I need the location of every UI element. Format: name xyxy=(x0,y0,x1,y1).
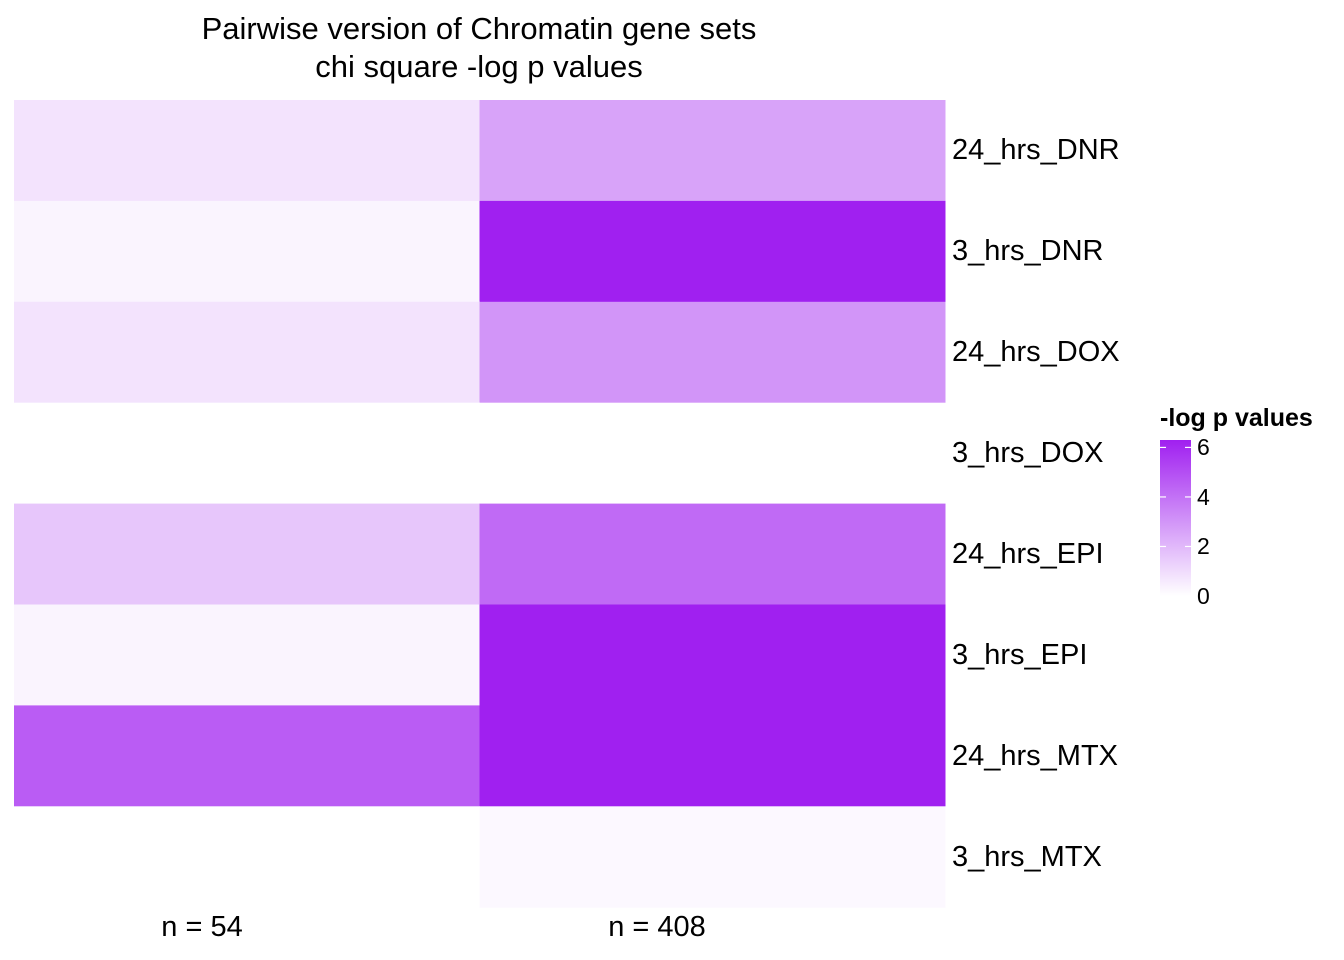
row-label: 24_hrs_DNR xyxy=(952,134,1120,167)
legend-tick-label: 6 xyxy=(1197,434,1210,461)
row-label: 3_hrs_EPI xyxy=(952,638,1088,671)
heatmap-cell xyxy=(14,705,480,807)
chart-subtitle: chi square -log p values xyxy=(315,49,643,84)
chart-title: Pairwise version of Chromatin gene sets xyxy=(201,11,757,46)
column-label: n = 54 xyxy=(161,911,243,943)
heatmap-cell xyxy=(479,301,946,404)
legend-title: -log p values xyxy=(1160,404,1313,432)
heatmap-cell xyxy=(479,402,946,505)
heatmap-cell xyxy=(14,402,480,505)
row-label: 3_hrs_MTX xyxy=(952,840,1102,873)
legend-tick-label: 2 xyxy=(1197,533,1210,560)
row-label: 24_hrs_EPI xyxy=(952,538,1104,571)
column-label: n = 408 xyxy=(608,911,706,943)
legend-tick-label: 0 xyxy=(1197,583,1210,609)
heatmap-cell xyxy=(479,200,946,303)
legend-color-bar xyxy=(1160,440,1191,596)
heatmap-cell xyxy=(479,503,946,605)
heatmap-cell xyxy=(14,301,480,404)
heatmap-cell xyxy=(14,100,480,202)
row-label: 24_hrs_MTX xyxy=(952,739,1119,772)
heatmap-cell xyxy=(14,200,480,303)
heatmap-cell xyxy=(14,503,480,605)
heatmap-cell xyxy=(14,806,480,908)
row-label: 3_hrs_DOX xyxy=(952,437,1104,470)
heatmap-cell xyxy=(14,604,480,706)
heatmap-cell xyxy=(479,100,946,202)
legend-tick-label: 4 xyxy=(1197,483,1210,510)
heatmap-cell xyxy=(479,604,946,706)
row-label: 24_hrs_DOX xyxy=(952,336,1120,369)
heatmap-cell xyxy=(479,806,946,908)
row-label: 3_hrs_DNR xyxy=(952,235,1104,268)
heatmap-cell xyxy=(479,705,946,807)
